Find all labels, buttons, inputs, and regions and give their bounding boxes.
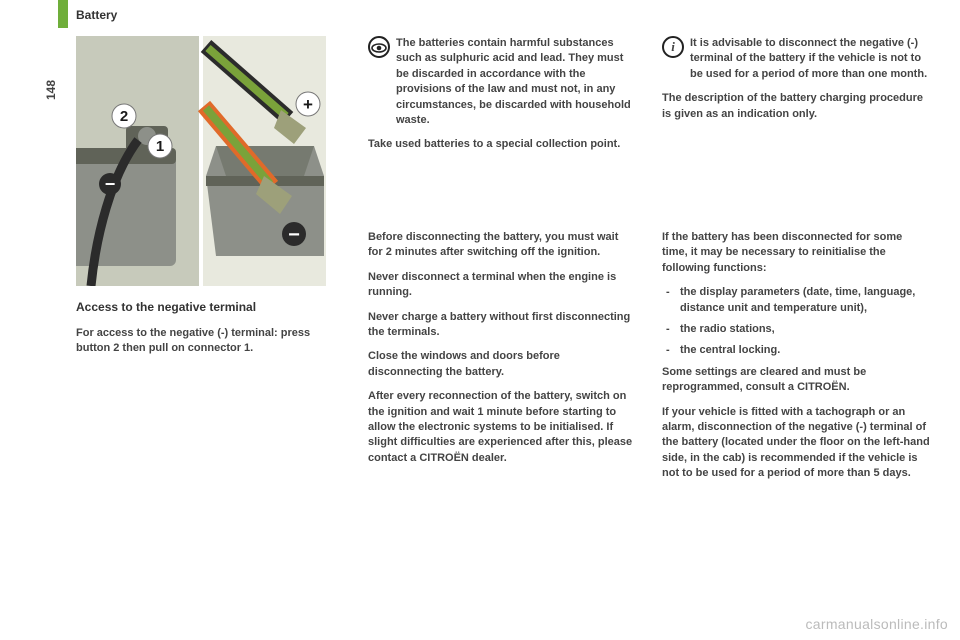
battery-illustration: 1 2 − + −	[76, 36, 326, 286]
col-middle-bottom: Before disconnecting the battery, you mu…	[368, 230, 636, 475]
illustration-caption-body: For access to the negative (-) terminal:…	[76, 326, 326, 356]
svg-text:2: 2	[120, 108, 128, 125]
watermark: carmanualsonline.info	[806, 616, 949, 632]
col-right-top: i It is advisable to disconnect the nega…	[662, 36, 930, 131]
svg-text:−: −	[288, 224, 300, 246]
illustration-caption: Access to the negative terminal	[76, 300, 326, 314]
rb-after2: If your vehicle is fitted with a tachogr…	[662, 405, 930, 482]
col-right-bottom: If the battery has been disconnected for…	[662, 230, 930, 490]
rt-p1: It is advisable to disconnect the negati…	[690, 36, 930, 82]
rb-item: the radio stations,	[662, 322, 930, 337]
mb-p5: After every reconnection of the battery,…	[368, 389, 636, 466]
page-number: 148	[44, 80, 58, 100]
rb-item: the display parameters (date, time, lang…	[662, 285, 930, 316]
rt-p2: The description of the battery charging …	[662, 91, 930, 122]
mb-p3: Never charge a battery without first dis…	[368, 310, 636, 341]
mb-p4: Close the windows and doors before disco…	[368, 349, 636, 380]
mb-p1: Before disconnecting the battery, you mu…	[368, 230, 636, 261]
hazard-para-2: Take used batteries to a special collect…	[368, 137, 636, 152]
hazard-para-1: The batteries contain harmful substances…	[396, 36, 636, 128]
rb-after1: Some settings are cleared and must be re…	[662, 365, 930, 396]
mb-p2: Never disconnect a terminal when the eng…	[368, 270, 636, 301]
page-accent-tab	[58, 0, 68, 28]
rb-item: the central locking.	[662, 343, 930, 358]
svg-text:1: 1	[156, 138, 164, 155]
rb-list: the display parameters (date, time, lang…	[662, 285, 930, 359]
rb-intro: If the battery has been disconnected for…	[662, 230, 930, 276]
info-icon: i	[662, 36, 684, 58]
section-title: Battery	[76, 8, 117, 22]
eye-icon	[368, 36, 390, 58]
col-middle-top: The batteries contain harmful substances…	[368, 36, 636, 162]
svg-text:+: +	[303, 95, 313, 114]
svg-text:−: −	[105, 174, 116, 194]
